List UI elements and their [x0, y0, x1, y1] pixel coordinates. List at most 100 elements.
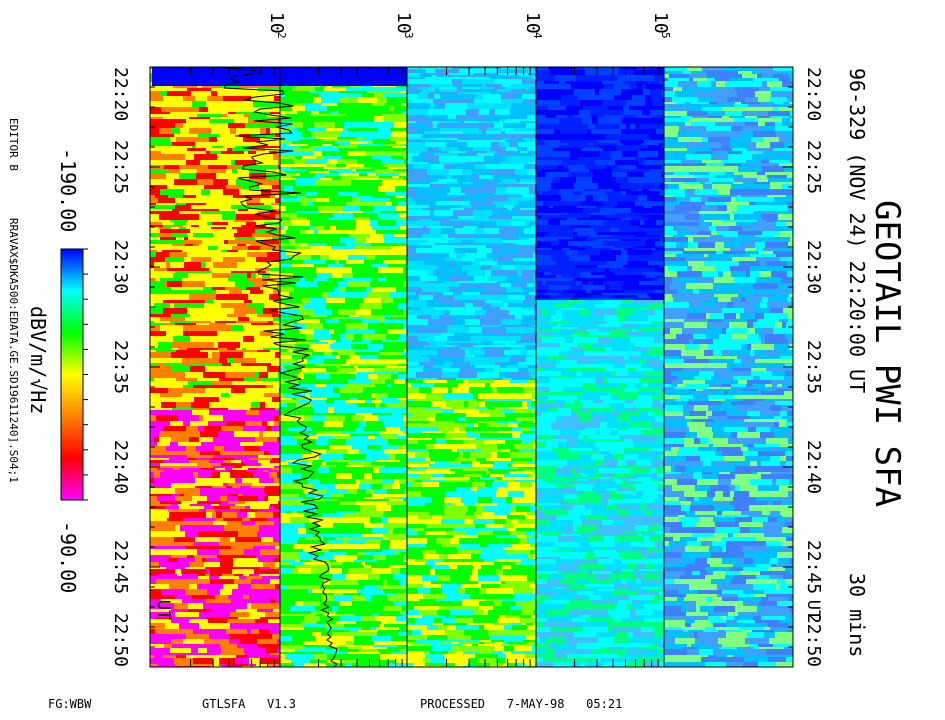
spectrogram-cell — [433, 99, 453, 103]
spectrogram-cell — [506, 276, 519, 281]
spectrogram-cell — [457, 417, 466, 421]
spectrogram-cell — [194, 397, 219, 402]
spectrogram-cell — [527, 642, 536, 644]
spectrogram-cell — [425, 281, 433, 283]
spectrogram-cell — [351, 436, 368, 439]
spectrogram-cell — [205, 205, 216, 209]
spectrogram-cell — [160, 189, 184, 195]
spectrogram-cell — [445, 491, 461, 497]
spectrogram-cell — [385, 106, 389, 111]
spectrogram-cell — [483, 193, 494, 195]
spectrogram-cell — [275, 214, 279, 220]
spectrogram-cell — [428, 449, 452, 452]
spectrogram-cell — [460, 234, 471, 238]
spectrogram-cell — [329, 560, 336, 562]
spectrogram-cell — [180, 128, 189, 134]
spectrogram-cell — [452, 407, 476, 409]
spectrogram-cell — [453, 362, 470, 365]
spectrogram-cell — [431, 343, 446, 345]
spectrogram-cell — [232, 569, 254, 574]
spectrogram-cell — [150, 114, 163, 117]
spectrogram-cell — [469, 350, 485, 355]
spectrogram-cell — [195, 478, 199, 483]
spectrogram-cell — [250, 518, 267, 521]
spectrogram-cell — [261, 240, 279, 244]
spectrogram-cell — [378, 649, 399, 652]
spectrogram-cell — [354, 334, 362, 340]
spectrogram-cell — [280, 494, 299, 497]
spectrogram-cell — [489, 169, 499, 175]
spectrogram-cell — [407, 121, 416, 123]
spectrogram-cell — [173, 549, 197, 555]
spectrogram-cell — [536, 295, 550, 298]
spectrogram-cell — [221, 648, 226, 653]
spectrogram-cell — [360, 198, 378, 202]
spectrogram-cell — [220, 562, 233, 567]
spectrogram-cell — [642, 75, 654, 81]
spectrogram-cell — [201, 211, 211, 214]
spectrogram-cell — [310, 565, 331, 568]
spectrogram-cell — [370, 281, 379, 287]
spectrogram-cell — [463, 644, 472, 646]
spectrogram-cell — [528, 73, 536, 75]
spectrogram-cell — [303, 534, 313, 537]
spectrogram-cell — [536, 235, 545, 237]
spectrogram-cell — [501, 393, 509, 399]
spectrogram-cell — [156, 203, 176, 205]
spectrogram-cell — [424, 378, 437, 380]
spectrogram-cell — [596, 206, 604, 208]
spectrogram-cell — [554, 106, 566, 110]
spectrogram-cell — [582, 218, 596, 220]
spectrogram-cell — [213, 521, 227, 525]
spectrogram-cell — [496, 569, 503, 575]
spectrogram-cell — [245, 123, 260, 128]
spectrogram-cell — [519, 276, 534, 281]
spectrogram-cell — [582, 300, 604, 304]
spectrogram-cell — [631, 278, 653, 281]
spectrogram-cell — [454, 599, 461, 601]
spectrogram-cell — [326, 128, 343, 131]
spectrogram-cell — [547, 278, 565, 281]
spectrogram-cell — [444, 164, 451, 169]
spectrogram-cell — [165, 506, 179, 509]
spectrogram-cell — [235, 211, 258, 214]
spectrogram-cell — [510, 531, 518, 535]
spectrogram-cell — [338, 645, 346, 647]
spectrogram-cell — [512, 216, 536, 219]
spectrogram-cell — [163, 246, 185, 250]
spectrogram-cell — [639, 160, 644, 165]
spectrogram-cell — [470, 362, 486, 365]
spectrogram-cell — [563, 290, 586, 293]
spectrogram-cell — [436, 248, 440, 253]
spectrogram-cell — [210, 579, 234, 584]
spectrogram-cell — [256, 664, 268, 666]
spectrogram-cell — [384, 449, 397, 454]
spectrogram-cell — [280, 159, 294, 164]
spectrogram-cell — [292, 632, 312, 636]
spectrogram-cell — [400, 484, 407, 489]
spectrogram-cell — [266, 117, 277, 119]
spectrogram-cell — [605, 268, 609, 272]
spectrogram-cell — [221, 463, 245, 466]
spectrogram-cell — [335, 317, 347, 319]
spectrogram-cell — [382, 549, 400, 552]
spectrogram-cell — [526, 333, 536, 336]
spectrogram-cell — [480, 87, 485, 89]
spectrogram-cell — [226, 363, 231, 366]
spectrogram-cell — [303, 340, 319, 342]
spectrogram-cell — [355, 413, 372, 415]
spectrogram-cell — [333, 436, 351, 439]
spectrogram-cell — [317, 431, 341, 434]
spectrogram-cell — [597, 265, 615, 268]
spectrogram-cell — [212, 287, 225, 290]
spectrogram-cell — [534, 421, 536, 423]
spectrogram-cell — [339, 144, 349, 146]
spectrogram-cell — [251, 584, 266, 589]
spectrogram-cell — [462, 87, 480, 89]
spectrogram-cell — [510, 469, 523, 471]
spectrogram-cell — [150, 154, 171, 160]
spectrogram-cell — [547, 310, 556, 315]
spectrogram-cell — [463, 651, 477, 654]
spectrogram-cell — [300, 364, 315, 366]
spectrogram-cell — [423, 380, 447, 383]
